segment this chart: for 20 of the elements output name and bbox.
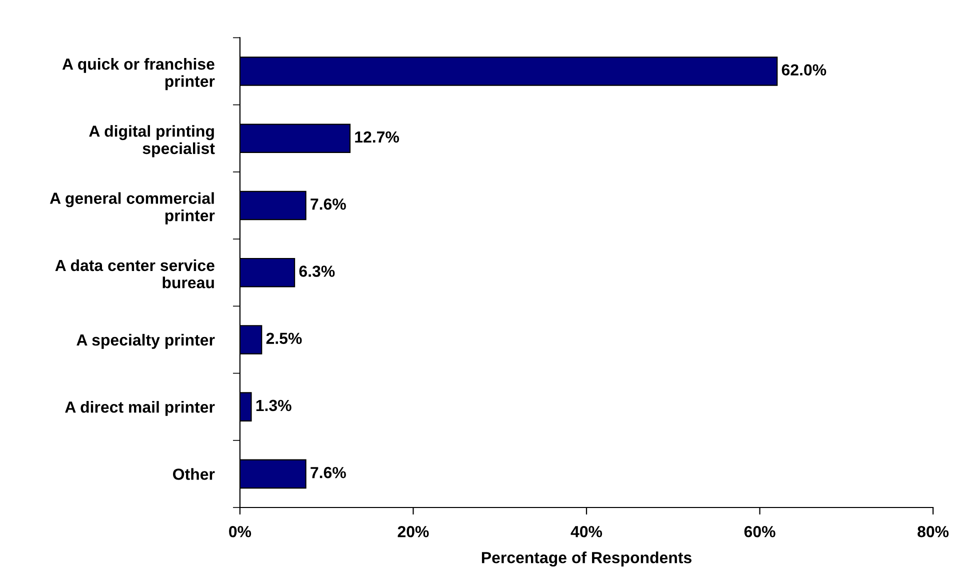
data-label: 7.6% [310, 466, 346, 478]
data-label: 2.5% [266, 332, 302, 344]
x-tick-label: 60% [744, 526, 776, 538]
x-tick-label: 20% [398, 526, 429, 538]
y-tick-label: A quick or franchise printer [62, 58, 215, 90]
data-label: 62.0% [782, 64, 826, 76]
x-tick-label: 0% [229, 526, 252, 538]
y-tick-label: A direct mail printer [65, 401, 215, 416]
x-tick-label: 40% [570, 526, 602, 538]
y-tick-label: A data center service bureau [55, 259, 214, 288]
data-label: 6.3% [299, 266, 335, 277]
y-tick-label: A digital printing specialist [89, 125, 215, 158]
x-axis-title: Percentage of Respondents [482, 552, 692, 567]
x-tick-label: 80% [918, 526, 949, 538]
y-tick-label: A specialty printer [76, 334, 215, 349]
data-label: 7.6% [310, 198, 346, 210]
data-label: 12.7% [355, 131, 400, 143]
data-label: 1.3% [256, 400, 292, 412]
y-tick-label: Other [173, 468, 215, 480]
y-tick-label: A general commercial printer [50, 192, 215, 224]
